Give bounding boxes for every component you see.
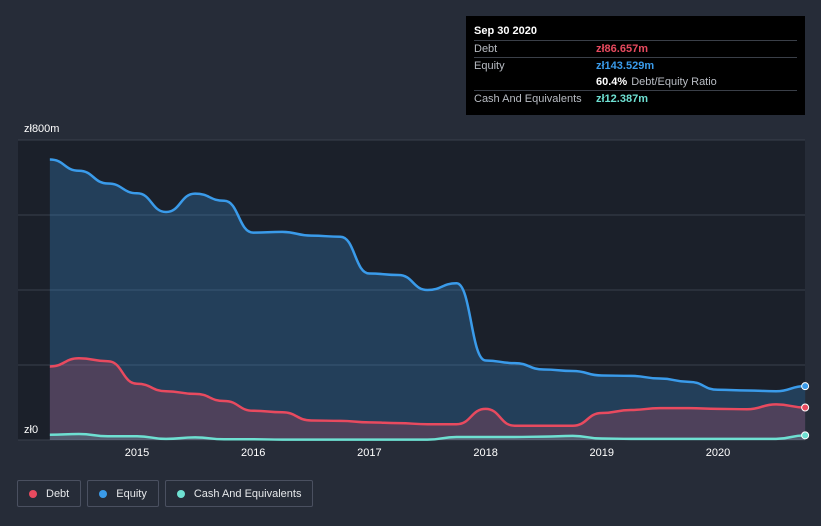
y-tick-label: zł800m	[24, 123, 59, 135]
x-axis-labels: 2015 2016 2017 2018 2019 2020	[125, 447, 730, 459]
x-tick-label: 2016	[241, 447, 265, 459]
legend-dot-icon	[99, 489, 108, 498]
line-debt	[49, 356, 806, 428]
legend-label: Equity	[116, 487, 147, 500]
endpoint-cash-and-equivalents	[801, 431, 810, 440]
line-equity	[49, 158, 806, 393]
x-tick-label: 2020	[706, 447, 730, 459]
tooltip-label: Cash And Equivalents	[474, 93, 582, 105]
legend-item-cash[interactable]: Cash And Equivalents	[164, 480, 314, 507]
tooltip-value: zł86.657m	[596, 43, 648, 55]
tooltip-ratio-label: Debt/Equity Ratio	[631, 76, 717, 88]
tooltip-value: zł143.529m	[596, 60, 655, 72]
tooltip-value: zł12.387m	[596, 93, 648, 105]
legend-dot-icon	[29, 489, 37, 498]
x-tick-label: 2019	[590, 447, 614, 459]
tooltip-panel: Sep 30 2020 Debt zł86.657m Equity zł143.…	[466, 16, 805, 115]
tooltip-row-cash: Cash And Equivalents zł12.387m	[474, 90, 797, 107]
tooltip-date: Sep 30 2020	[474, 25, 537, 37]
legend-item-equity[interactable]: Equity	[87, 480, 159, 507]
y-tick-label: zł0	[24, 424, 38, 436]
endpoint-debt	[801, 403, 810, 412]
area-debt	[49, 358, 806, 440]
x-tick-label: 2018	[473, 447, 497, 459]
tooltip-row-ratio: 60.4% Debt/Equity Ratio	[474, 74, 797, 90]
tooltip-label: Equity	[474, 60, 505, 72]
tooltip-label	[474, 74, 596, 90]
tooltip-label: Debt	[474, 43, 498, 55]
area-equity	[49, 159, 806, 440]
tooltip-row-debt: Debt zł86.657m	[474, 40, 797, 57]
legend-item-debt[interactable]: Debt	[17, 480, 82, 507]
legend: Debt Equity Cash And Equivalents	[17, 480, 314, 507]
x-tick-label: 2017	[357, 447, 381, 459]
series-endpoints	[801, 382, 810, 440]
tooltip-value: 60.4%	[596, 76, 628, 88]
x-tick-label: 2015	[125, 447, 149, 459]
series-lines	[49, 158, 806, 441]
endpoint-equity	[801, 382, 810, 391]
line-cash-and-equivalents	[49, 432, 806, 441]
legend-label: Debt	[46, 487, 70, 500]
y-axis-labels: zł800m zł0	[24, 123, 59, 436]
legend-dot-icon	[176, 489, 185, 498]
tooltip-row-equity: Equity zł143.529m	[474, 57, 797, 74]
legend-label: Cash And Equivalents	[193, 487, 302, 500]
